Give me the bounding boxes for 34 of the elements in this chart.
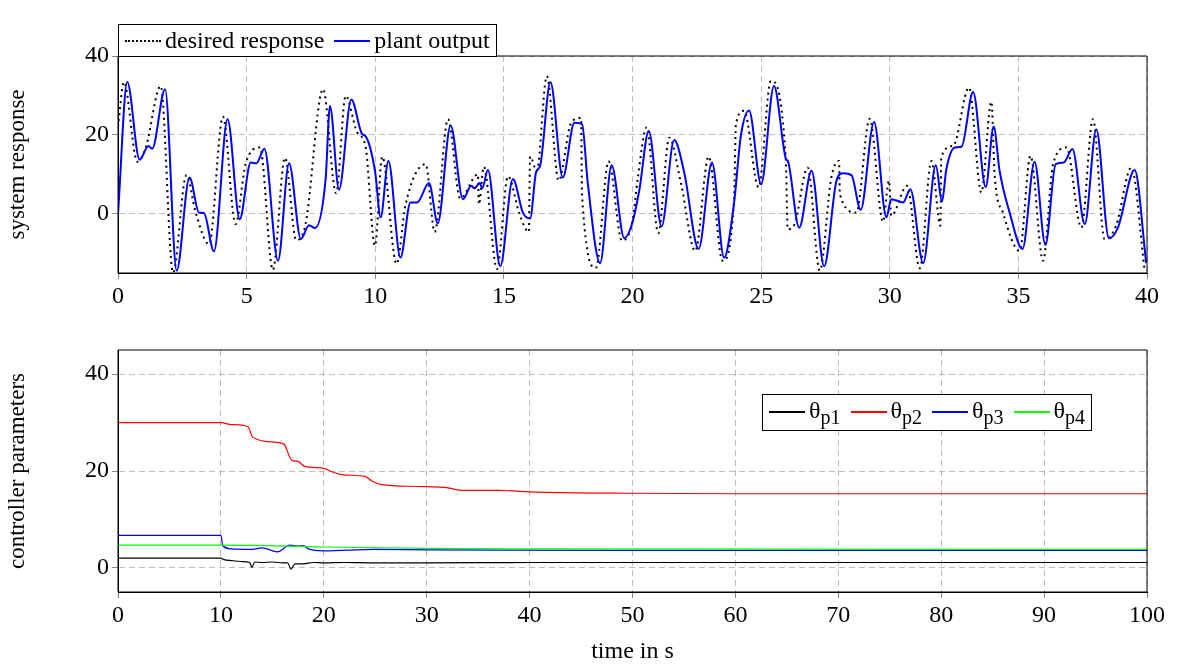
x-tick-label: 10: [208, 600, 233, 627]
x-tick-label: 30: [877, 281, 902, 308]
x-tick-label: 10: [363, 281, 388, 308]
x-tick-label: 60: [723, 600, 748, 627]
x-tick-label: 15: [491, 281, 516, 308]
legend-label: θ$_{p4}$: [1053, 396, 1085, 429]
legend-label: θ$_{p2}$: [890, 396, 922, 429]
line-series: [118, 534, 1147, 553]
y-axis-title: system response: [3, 89, 29, 240]
x-tick-label: 5: [240, 281, 253, 308]
y-tick-label: 20: [85, 456, 109, 483]
legend-label: desired response: [165, 27, 325, 54]
x-tick-label: 80: [929, 600, 954, 627]
x-tick-label: 40: [517, 600, 542, 627]
x-tick-label: 35: [1006, 281, 1031, 308]
x-tick-label: 40: [1135, 281, 1159, 308]
x-tick-label: 20: [311, 600, 336, 627]
x-axis-title: time in s: [591, 636, 674, 663]
x-tick-label: 70: [826, 600, 851, 627]
y-tick-label: 40: [85, 41, 109, 68]
legend-label: θ$_{p1}$: [809, 396, 841, 429]
legend-label: θ$_{p3}$: [972, 396, 1004, 429]
y-tick-label: 0: [97, 199, 109, 226]
legend-label: plant output: [374, 27, 490, 54]
x-tick-label: 90: [1032, 600, 1057, 627]
y-tick-label: 20: [85, 120, 109, 147]
y-tick-label: 40: [85, 359, 109, 386]
x-tick-label: 50: [620, 600, 645, 627]
x-tick-label: 30: [414, 600, 439, 627]
x-tick-label: 100: [1129, 600, 1165, 627]
y-axis-title: controller parameters: [3, 372, 29, 570]
y-tick-label: 0: [97, 553, 109, 580]
x-tick-label: 20: [620, 281, 645, 308]
x-tick-label: 25: [749, 281, 774, 308]
